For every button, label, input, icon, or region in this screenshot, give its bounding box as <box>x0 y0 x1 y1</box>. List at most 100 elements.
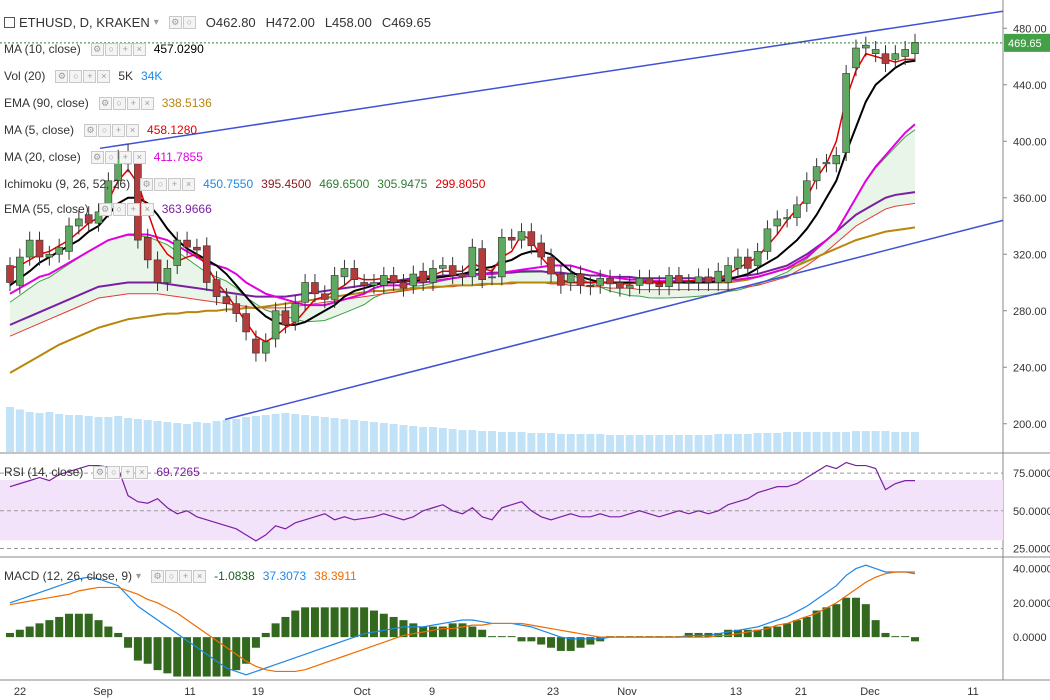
candle-body <box>153 259 162 283</box>
ema90-controls[interactable]: ⚙ ○ + × <box>98 96 154 110</box>
ema90-label: EMA (90, close) <box>4 96 89 110</box>
macd-controls[interactable]: ⚙ ○ + × <box>151 569 207 583</box>
macd-label: MACD (12, 26, close, 9) <box>4 569 133 583</box>
volume-bar <box>468 430 477 452</box>
upper-trendline <box>99 10 1004 150</box>
vol-value-0: 5K <box>118 69 134 83</box>
candle-body <box>793 204 801 218</box>
chevron-down-icon[interactable]: ▾ <box>153 16 159 28</box>
macd-hist-bar <box>271 623 280 638</box>
axes: 480.00 440.00 400.00 360.00 320.00 280.00 240.… <box>14 23 1050 698</box>
macd-hist-bar <box>458 623 467 638</box>
volume-bar <box>133 419 142 452</box>
ma20-controls[interactable]: ⚙ ○ + × <box>90 150 146 164</box>
candle-body <box>134 163 142 241</box>
volume-bar <box>320 417 329 452</box>
volume-bar <box>330 418 339 452</box>
time-tick-label: 11 <box>184 686 195 698</box>
macd-hist-bar <box>842 597 851 638</box>
candle-body <box>6 265 14 283</box>
price-tick-label: 240.00 <box>1013 362 1047 374</box>
ema55-controls[interactable]: ⚙ ○ + × <box>98 202 154 216</box>
volume-bar <box>409 426 418 452</box>
macd-hist-bar <box>222 637 231 677</box>
ma10-controls[interactable]: ⚙ ○ + × <box>90 42 146 56</box>
volume-bar <box>222 420 231 452</box>
ichimoku-controls[interactable]: ⚙ ○ + × <box>140 177 196 191</box>
candle-body <box>901 49 909 57</box>
candle-body <box>340 268 349 278</box>
vol-label: Vol (20) <box>4 69 46 83</box>
volume-bar <box>291 414 300 452</box>
time-tick-label: Dec <box>860 686 880 698</box>
macd-hist-bar <box>183 637 192 677</box>
macd-hist-bar <box>488 636 497 638</box>
settings-icon: ⚙ <box>168 15 182 29</box>
macd-hist-bar <box>124 637 133 648</box>
volume-bar <box>861 431 870 452</box>
collapse-icon[interactable] <box>4 16 15 28</box>
candle-body <box>25 239 34 258</box>
macd-hist-bar <box>753 629 762 638</box>
ma20-value-0: 411.7855 <box>153 150 203 164</box>
macd-hist-bar <box>389 616 398 638</box>
candle-body <box>75 218 83 227</box>
candle-body <box>881 53 890 64</box>
volume-bar <box>517 432 526 452</box>
volume-bar <box>655 435 664 452</box>
rsi-tick-label: 75.0000 <box>1013 468 1050 480</box>
volume-bar <box>537 433 546 452</box>
time-tick-label: Nov <box>617 686 637 698</box>
candle-body <box>743 256 752 269</box>
volume-bar <box>615 435 624 452</box>
macd-pane <box>6 564 919 677</box>
chevron-down-icon[interactable]: ▾ <box>136 570 142 582</box>
volume-bar <box>645 435 654 452</box>
candle-body <box>606 277 614 285</box>
volume-bar <box>488 431 497 452</box>
candle-body <box>242 313 250 333</box>
volume-bar <box>15 409 24 452</box>
header-controls[interactable]: ⚙ ○ <box>168 15 196 29</box>
macd-hist-bar <box>281 616 290 638</box>
volume-bar <box>586 434 595 452</box>
symbol-header: ETHUSD, D, KRAKEN ▾ ⚙ ○ O462.80 H472.00 L… <box>4 13 431 31</box>
macd-hist-bar <box>911 637 919 642</box>
macd-hist-bar <box>202 637 211 677</box>
candle-body <box>616 282 624 289</box>
macd-tick-label: 0.0000 <box>1013 632 1047 644</box>
volume-bar <box>399 425 408 452</box>
candle-body <box>45 253 54 258</box>
volume-bar <box>261 415 270 452</box>
ema55-value-0: 363.9666 <box>161 202 212 216</box>
volume-bars <box>6 407 919 452</box>
candle-body <box>832 155 841 165</box>
macd-hist-bar <box>773 626 782 638</box>
macd-hist-bar <box>15 629 24 638</box>
macd-hist-bar <box>74 613 83 638</box>
candle-body <box>871 49 880 54</box>
ma5-controls[interactable]: ⚙ ○ + × <box>84 123 140 137</box>
ichimoku-value-0: 450.7550 <box>203 177 254 191</box>
candle-body <box>517 231 526 241</box>
macd-tick-label: 40.0000 <box>1013 564 1050 576</box>
candle-body <box>891 53 900 60</box>
volume-bar <box>45 412 54 452</box>
volume-bar <box>84 416 93 452</box>
candle-body <box>625 285 634 289</box>
macd-hist-bar <box>94 620 103 638</box>
candle-body <box>448 265 457 276</box>
volume-bar <box>94 417 103 452</box>
rsi-controls[interactable]: ⚙ ○ + × <box>93 465 149 479</box>
ma10-label: MA (10, close) <box>4 42 81 56</box>
candle-body <box>320 293 329 300</box>
price-tick-label: 440.00 <box>1013 80 1047 92</box>
legend-vol: Vol (20) ⚙ ○ + × 5K 34K <box>4 67 162 85</box>
vol-controls[interactable]: ⚙ ○ + × <box>55 69 111 83</box>
macd-hist-bar <box>330 607 339 638</box>
volume-bar <box>566 434 575 452</box>
candle-body <box>527 231 536 247</box>
candle-body <box>635 277 644 286</box>
